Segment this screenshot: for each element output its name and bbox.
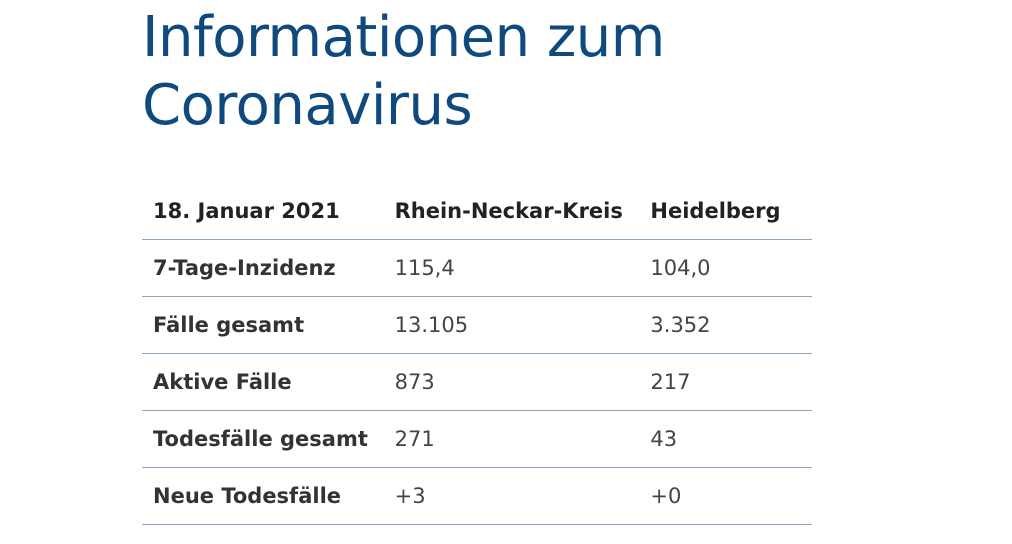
table-row: Neue Todesfälle +3 +0 (142, 467, 812, 525)
table-row: 7-Tage-Inzidenz 115,4 104,0 (142, 239, 812, 297)
row-label-7-tage-inzidenz: 7-Tage-Inzidenz (142, 239, 384, 297)
cell-heidelberg-value: +0 (639, 467, 812, 525)
table-row: Aktive Fälle 873 217 (142, 353, 812, 411)
page-title: Informationen zum Coronavirus (142, 5, 665, 138)
header-rhein-neckar-kreis: Rhein-Neckar-Kreis (383, 183, 640, 240)
cell-heidelberg-value: 217 (639, 353, 812, 411)
corona-stats-table: 18. Januar 2021 Rhein-Neckar-Kreis Heide… (142, 183, 812, 525)
table-row: Todesfälle gesamt 271 43 (142, 410, 812, 468)
row-label-neue-todesfaelle: Neue Todesfälle (142, 467, 384, 525)
table-header-row: 18. Januar 2021 Rhein-Neckar-Kreis Heide… (142, 183, 812, 240)
row-label-aktive-faelle: Aktive Fälle (142, 353, 384, 411)
row-label-faelle-gesamt: Fälle gesamt (142, 296, 384, 354)
cell-heidelberg-value: 104,0 (639, 239, 812, 297)
cell-heidelberg-value: 3.352 (639, 296, 812, 354)
header-date: 18. Januar 2021 (142, 183, 384, 240)
cell-rnk-value: 873 (383, 353, 640, 411)
cell-heidelberg-value: 43 (639, 410, 812, 468)
cell-rnk-value: +3 (383, 467, 640, 525)
header-heidelberg: Heidelberg (639, 183, 812, 240)
cell-rnk-value: 13.105 (383, 296, 640, 354)
table-row: Fälle gesamt 13.105 3.352 (142, 296, 812, 354)
row-label-todesfaelle-gesamt: Todesfälle gesamt (142, 410, 384, 468)
cell-rnk-value: 115,4 (383, 239, 640, 297)
cell-rnk-value: 271 (383, 410, 640, 468)
